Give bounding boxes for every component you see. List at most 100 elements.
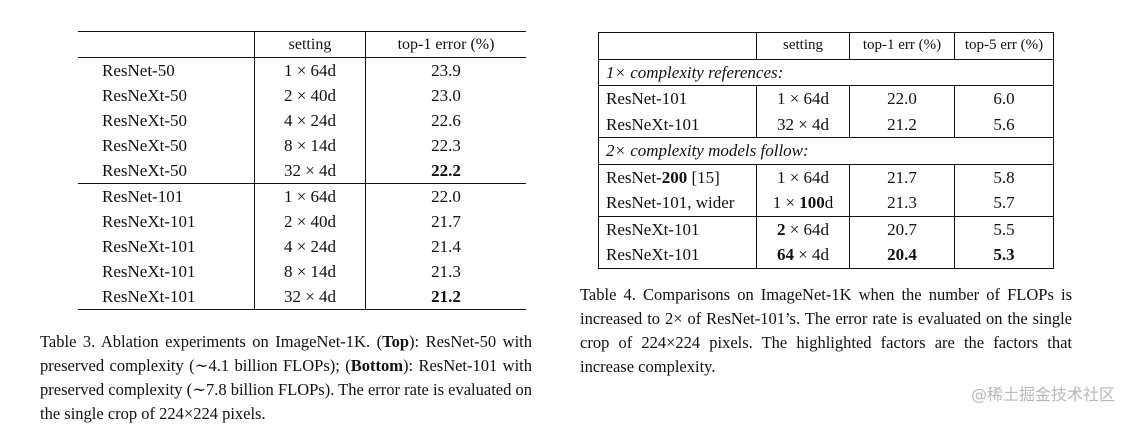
error-cell: 21.3 <box>431 262 461 281</box>
setting-text: × 4d <box>793 245 830 264</box>
error-cell: 23.0 <box>431 86 461 105</box>
setting-cell: 4 × 24d <box>254 234 366 259</box>
model-text: ResNet-101, wider <box>606 193 735 212</box>
model-cell: ResNeXt-50 <box>102 86 187 105</box>
setting-cell: 2 × 64d <box>756 216 850 242</box>
model-cell: ResNeXt-101 <box>598 242 757 269</box>
table-row: ResNeXt-50 2 × 40d 23.0 <box>78 83 526 108</box>
table-row: ResNeXt-101 64 × 4d 20.4 5.3 <box>598 242 1054 269</box>
model-cell: ResNeXt-101 <box>78 284 255 310</box>
table-row: ResNet-101 1 × 64d 22.0 6.0 <box>598 85 1054 112</box>
setting-highlight: 64 <box>776 245 794 264</box>
error-cell: 21.7 <box>431 212 461 231</box>
top5-cell: 5.6 <box>954 111 1054 138</box>
top5-cell: 5.8 <box>954 164 1054 190</box>
caption-text: Table 3. Ablation experiments on ImageNe… <box>40 332 383 351</box>
table-row: ResNet-101 1 × 64d 22.0 <box>78 183 526 209</box>
caption-bottom-label: Bottom <box>350 356 403 375</box>
table-row: ResNet-101, wider 1 × 100d 21.3 5.7 <box>598 190 1054 217</box>
model-cell: ResNeXt-50 <box>102 111 187 130</box>
setting-cell: 8 × 14d <box>254 259 366 284</box>
table-3: setting top-1 error (%) ResNet-50 1 × 64d… <box>78 31 526 310</box>
setting-cell: 4 × 24d <box>254 108 366 133</box>
top5-cell: 6.0 <box>954 85 1054 112</box>
table-row: ResNeXt-101 8 × 14d 21.3 <box>78 259 526 284</box>
setting-cell: 64 × 4d <box>756 242 850 269</box>
setting-cell: 8 × 14d <box>254 133 366 158</box>
table-row: ResNeXt-101 2 × 64d 20.7 5.5 <box>598 216 1054 242</box>
model-cell: ResNeXt-101 <box>598 216 757 242</box>
setting-cell: 1 × 100d <box>756 190 850 217</box>
model-cell: ResNeXt-101 <box>102 262 196 281</box>
top1-cell: 21.2 <box>849 111 955 138</box>
caption-text: ): ResNet-50 with preserved complexity (… <box>40 332 532 375</box>
setting-cell: 2 × 40d <box>254 83 366 108</box>
error-cell: 23.9 <box>431 61 461 80</box>
setting-cell: 1 × 64d <box>254 57 366 83</box>
header-model <box>598 32 757 60</box>
setting-cell: 2 × 40d <box>254 209 366 234</box>
top1-cell: 21.3 <box>849 190 955 217</box>
table-4: setting top-1 err (%) top-5 err (%) 1× c… <box>598 32 1054 269</box>
model-cell: ResNet-101 <box>78 183 255 209</box>
top1-cell: 20.7 <box>849 216 955 242</box>
table-3-caption: Table 3. Ablation experiments on ImageNe… <box>40 330 532 426</box>
setting-cell: 1 × 64d <box>254 183 366 209</box>
header-error: top-1 error (%) <box>365 31 526 58</box>
setting-cell: 32 × 4d <box>756 111 850 138</box>
error-cell: 22.6 <box>431 111 461 130</box>
setting-highlight: 2 <box>776 219 786 239</box>
setting-cell: 1 × 64d <box>756 164 850 190</box>
section-label: 1× complexity references: <box>598 59 1054 86</box>
error-cell: 21.2 <box>365 284 526 310</box>
header-setting: setting <box>756 32 850 60</box>
model-cell: ResNeXt-101 <box>102 237 196 256</box>
model-cell: ResNet-101 <box>598 85 757 112</box>
header-top1: top-1 err (%) <box>849 32 955 60</box>
model-cell: ResNet-101, wider <box>598 190 757 217</box>
table-row: ResNeXt-50 8 × 14d 22.3 <box>78 133 526 158</box>
top5-cell: 5.7 <box>954 190 1054 217</box>
header-model <box>78 31 255 58</box>
top5-cell-value: 5.3 <box>993 245 1015 264</box>
setting-text: 1 × <box>772 193 800 212</box>
error-cell-value: 21.2 <box>431 287 461 306</box>
table-header-row: setting top-1 err (%) top-5 err (%) <box>598 32 1054 60</box>
section-row: 2× complexity models follow: <box>598 137 1054 165</box>
table-row: ResNeXt-101 32 × 4d 21.2 5.6 <box>598 111 1054 138</box>
top1-cell: 21.7 <box>849 164 955 190</box>
error-cell-value: 22.2 <box>431 161 461 180</box>
model-cell: ResNeXt-101 <box>102 212 196 231</box>
model-cell: ResNeXt-101 <box>598 111 757 138</box>
header-setting: setting <box>254 31 366 58</box>
model-text: ResNet- <box>606 167 662 187</box>
section-label: 2× complexity models follow: <box>598 137 1054 165</box>
model-cell: ResNet-200 [15] <box>598 164 757 190</box>
table-row: ResNeXt-50 32 × 4d 22.2 <box>78 158 526 184</box>
model-cell: ResNeXt-50 <box>102 161 187 180</box>
model-cell: ResNeXt-50 <box>102 136 187 155</box>
top5-cell: 5.5 <box>954 216 1054 242</box>
table-4-caption: Table 4. Comparisons on ImageNet-1K when… <box>580 285 1072 376</box>
model-highlight: 200 <box>661 167 688 187</box>
error-cell: 21.4 <box>431 237 461 256</box>
header-top5: top-5 err (%) <box>954 32 1054 60</box>
model-text: [15] <box>687 167 720 187</box>
setting-text: 1 × 64d <box>776 167 830 187</box>
setting-cell: 32 × 4d <box>254 284 366 310</box>
setting-text: d <box>824 193 834 212</box>
table-row: ResNet-200 [15] 1 × 64d 21.7 5.8 <box>598 164 1054 190</box>
section-row: 1× complexity references: <box>598 59 1054 86</box>
table-row: ResNeXt-101 2 × 40d 21.7 <box>78 209 526 234</box>
setting-highlight: 100 <box>799 193 825 212</box>
setting-cell: 1 × 64d <box>756 85 850 112</box>
setting-text: × 64d <box>785 219 830 239</box>
top1-cell: 20.4 <box>849 242 955 269</box>
table-row: ResNeXt-101 4 × 24d 21.4 <box>78 234 526 259</box>
watermark: @稀土掘金技术社区 <box>970 385 1115 404</box>
table-row: ResNeXt-101 32 × 4d 21.2 <box>78 284 526 310</box>
caption-top-label: Top <box>382 332 410 351</box>
top5-cell: 5.3 <box>954 242 1054 269</box>
error-cell: 22.2 <box>366 158 527 184</box>
caption-text: ): ResNet-101 with preserved complexity … <box>40 356 532 423</box>
